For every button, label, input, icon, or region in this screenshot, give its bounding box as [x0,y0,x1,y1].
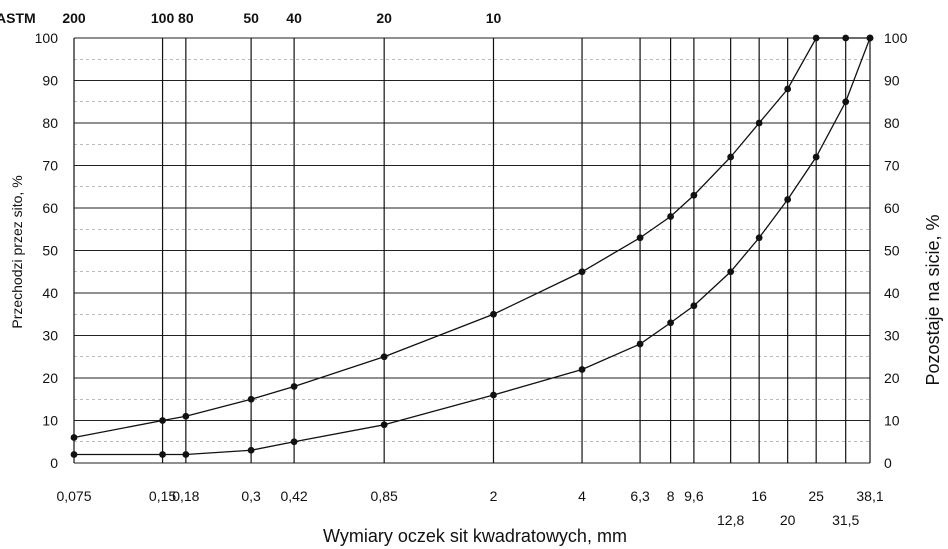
data-point [842,98,850,106]
x-tick-label: 0,3 [241,488,261,504]
y-tick-label-left: 20 [42,370,58,386]
data-point [636,234,644,242]
x-tick-label: 4 [578,488,586,504]
x-tick-label: 0,18 [172,488,199,504]
x-axis-title: Wymiary oczek sit kwadratowych, mm [323,526,627,546]
data-point [70,434,78,441]
y-tick-label-right: 80 [884,115,900,131]
data-point [812,153,820,161]
y-tick-label-left: 90 [42,73,58,89]
x-tick-label: 0,85 [371,488,398,504]
data-point [290,383,298,390]
data-point [247,395,255,403]
y-tick-label-right: 70 [884,158,900,174]
x-tick-label: 0,42 [280,488,307,504]
x-tick-label: 38,1 [856,488,883,504]
labels: 0,0752000,151000,18800,3500,42400,852021… [35,10,908,528]
y-tick-label-right: 40 [884,285,900,301]
data-point [380,421,388,429]
x-tick-label: 9,6 [684,488,704,504]
y-tick-label-right: 30 [884,328,900,344]
y-tick-label-left: 100 [35,30,59,46]
data-point [784,85,792,93]
x-tick-label: 16 [751,488,767,504]
data-point [755,234,763,242]
y-tick-label-right: 20 [884,370,900,386]
y-tick-label-right: 60 [884,200,900,216]
y-tick-label-right: 90 [884,73,900,89]
y-axis-title-right: Pozostaje na sicie, % [923,214,943,385]
astm-tick-label: 200 [62,10,86,26]
y-tick-label-left: 70 [42,158,58,174]
x-tick-label: 12,8 [717,512,744,528]
y-axis-title-left: Przechodzi przez sito, % [9,175,25,328]
y-tick-label-left: 0 [50,455,58,471]
data-point [690,302,698,310]
x-tick-label: 2 [490,488,498,504]
data-point [247,446,255,454]
data-point [812,34,820,42]
y-tick-label-left: 30 [42,328,58,344]
astm-tick-label: 10 [486,10,502,26]
y-tick-label-right: 0 [884,455,892,471]
x-tick-label: 0,075 [56,488,91,504]
y-tick-label-right: 10 [884,413,900,429]
data-point [159,451,166,458]
data-point [290,438,298,446]
x-tick-label: 25 [808,488,824,504]
data-point [578,366,586,373]
data-point [667,213,674,220]
data-point [380,353,388,361]
series-layer [70,34,874,458]
data-point [784,196,792,203]
x-tick-label: 6,3 [630,488,650,504]
x-tick-label: 31,5 [832,512,859,528]
x-tick-label: 20 [780,512,796,528]
data-point [159,417,166,424]
astm-tick-label: 40 [286,10,302,26]
data-point [182,412,190,420]
data-point [727,268,735,276]
data-point [727,153,735,161]
series-line [74,37,871,456]
x-tick-label: 8 [667,488,675,504]
data-point [667,319,674,327]
y-tick-label-left: 50 [42,243,58,259]
astm-tick-label: 20 [376,10,392,26]
data-point [70,451,78,458]
y-tick-label-left: 60 [42,200,58,216]
astm-tick-label: 80 [178,10,194,26]
data-point [636,340,644,348]
data-point [842,34,850,42]
y-tick-label-left: 40 [42,285,58,301]
data-point [866,34,874,42]
data-point [490,391,497,399]
astm-tick-label: 100 [151,10,175,26]
y-tick-label-left: 80 [42,115,58,131]
astm-label: ASTM [0,10,36,26]
data-point [182,451,190,458]
x-tick-label: 0,15 [149,488,176,504]
y-tick-label-right: 50 [884,243,900,259]
y-tick-label-right: 100 [884,30,908,46]
data-point [690,191,698,199]
grid [73,37,871,464]
data-point [578,268,586,276]
astm-tick-label: 50 [243,10,259,26]
data-point [490,310,497,318]
data-point [755,119,763,127]
y-tick-label-left: 10 [42,413,58,429]
